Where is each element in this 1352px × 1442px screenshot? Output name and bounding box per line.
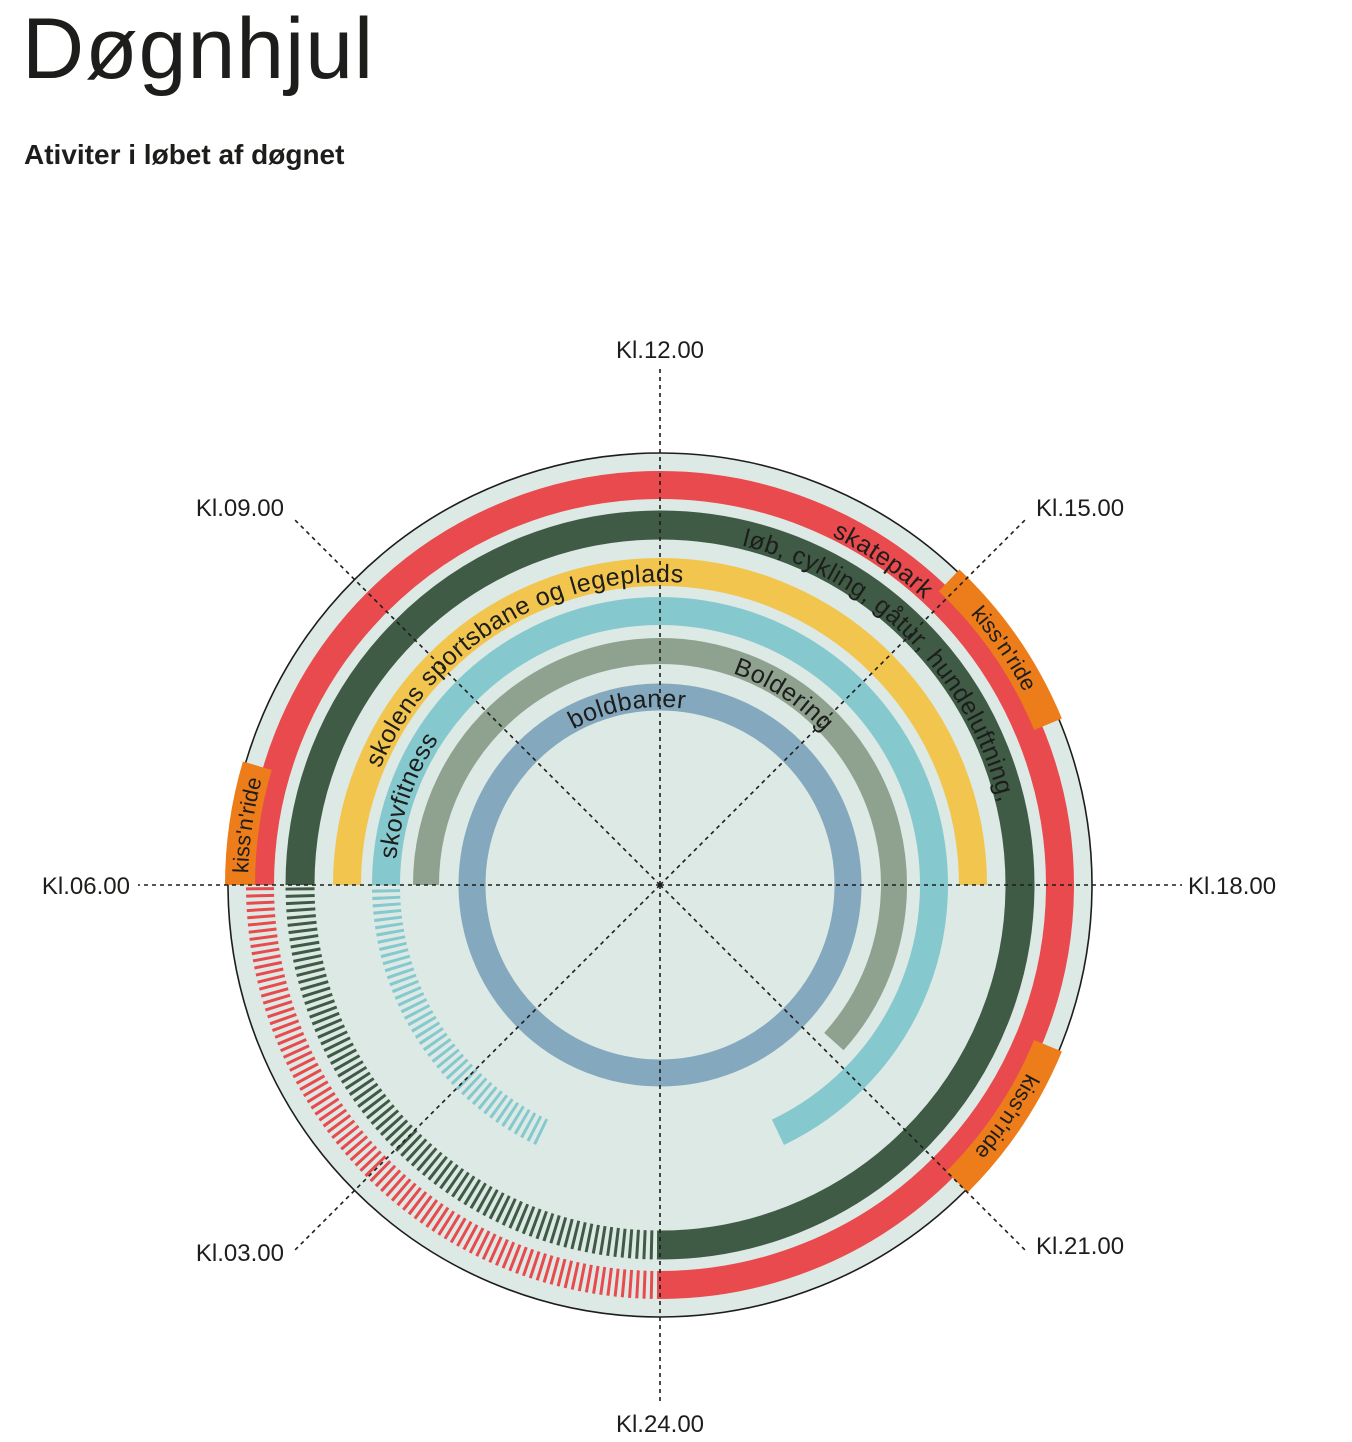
hour-axis-line-9 — [291, 516, 661, 886]
page-title: Døgnhjul — [22, 1, 375, 97]
ring-4-dashed-arc — [372, 884, 549, 1145]
ring-4-solid-arc — [372, 597, 948, 1145]
hour-label-9: Kl.09.00 — [196, 495, 284, 522]
ring-5-solid-arc — [413, 638, 907, 1051]
hour-axis-line-21 — [659, 884, 1029, 1254]
ring-1-dashed-arc — [246, 884, 661, 1299]
hour-label-15: Kl.15.00 — [1036, 495, 1124, 522]
kiss-n-ride-band-3 — [946, 1039, 1062, 1193]
hour-label-12: Kl.12.00 — [616, 337, 704, 364]
hour-label-21: Kl.21.00 — [1036, 1233, 1124, 1260]
hour-axis-line-15 — [659, 516, 1029, 886]
hour-axis-line-3 — [291, 884, 661, 1254]
kiss-n-ride-band-2 — [938, 569, 1062, 731]
hour-label-6: Kl.06.00 — [42, 873, 130, 900]
kiss-n-ride-band-1 — [225, 761, 272, 886]
page-subtitle: Ativiter i løbet af døgnet — [24, 139, 345, 170]
hour-label-24: Kl.24.00 — [616, 1411, 704, 1438]
hour-label-18: Kl.18.00 — [1188, 873, 1276, 900]
hour-label-3: Kl.03.00 — [196, 1240, 284, 1267]
